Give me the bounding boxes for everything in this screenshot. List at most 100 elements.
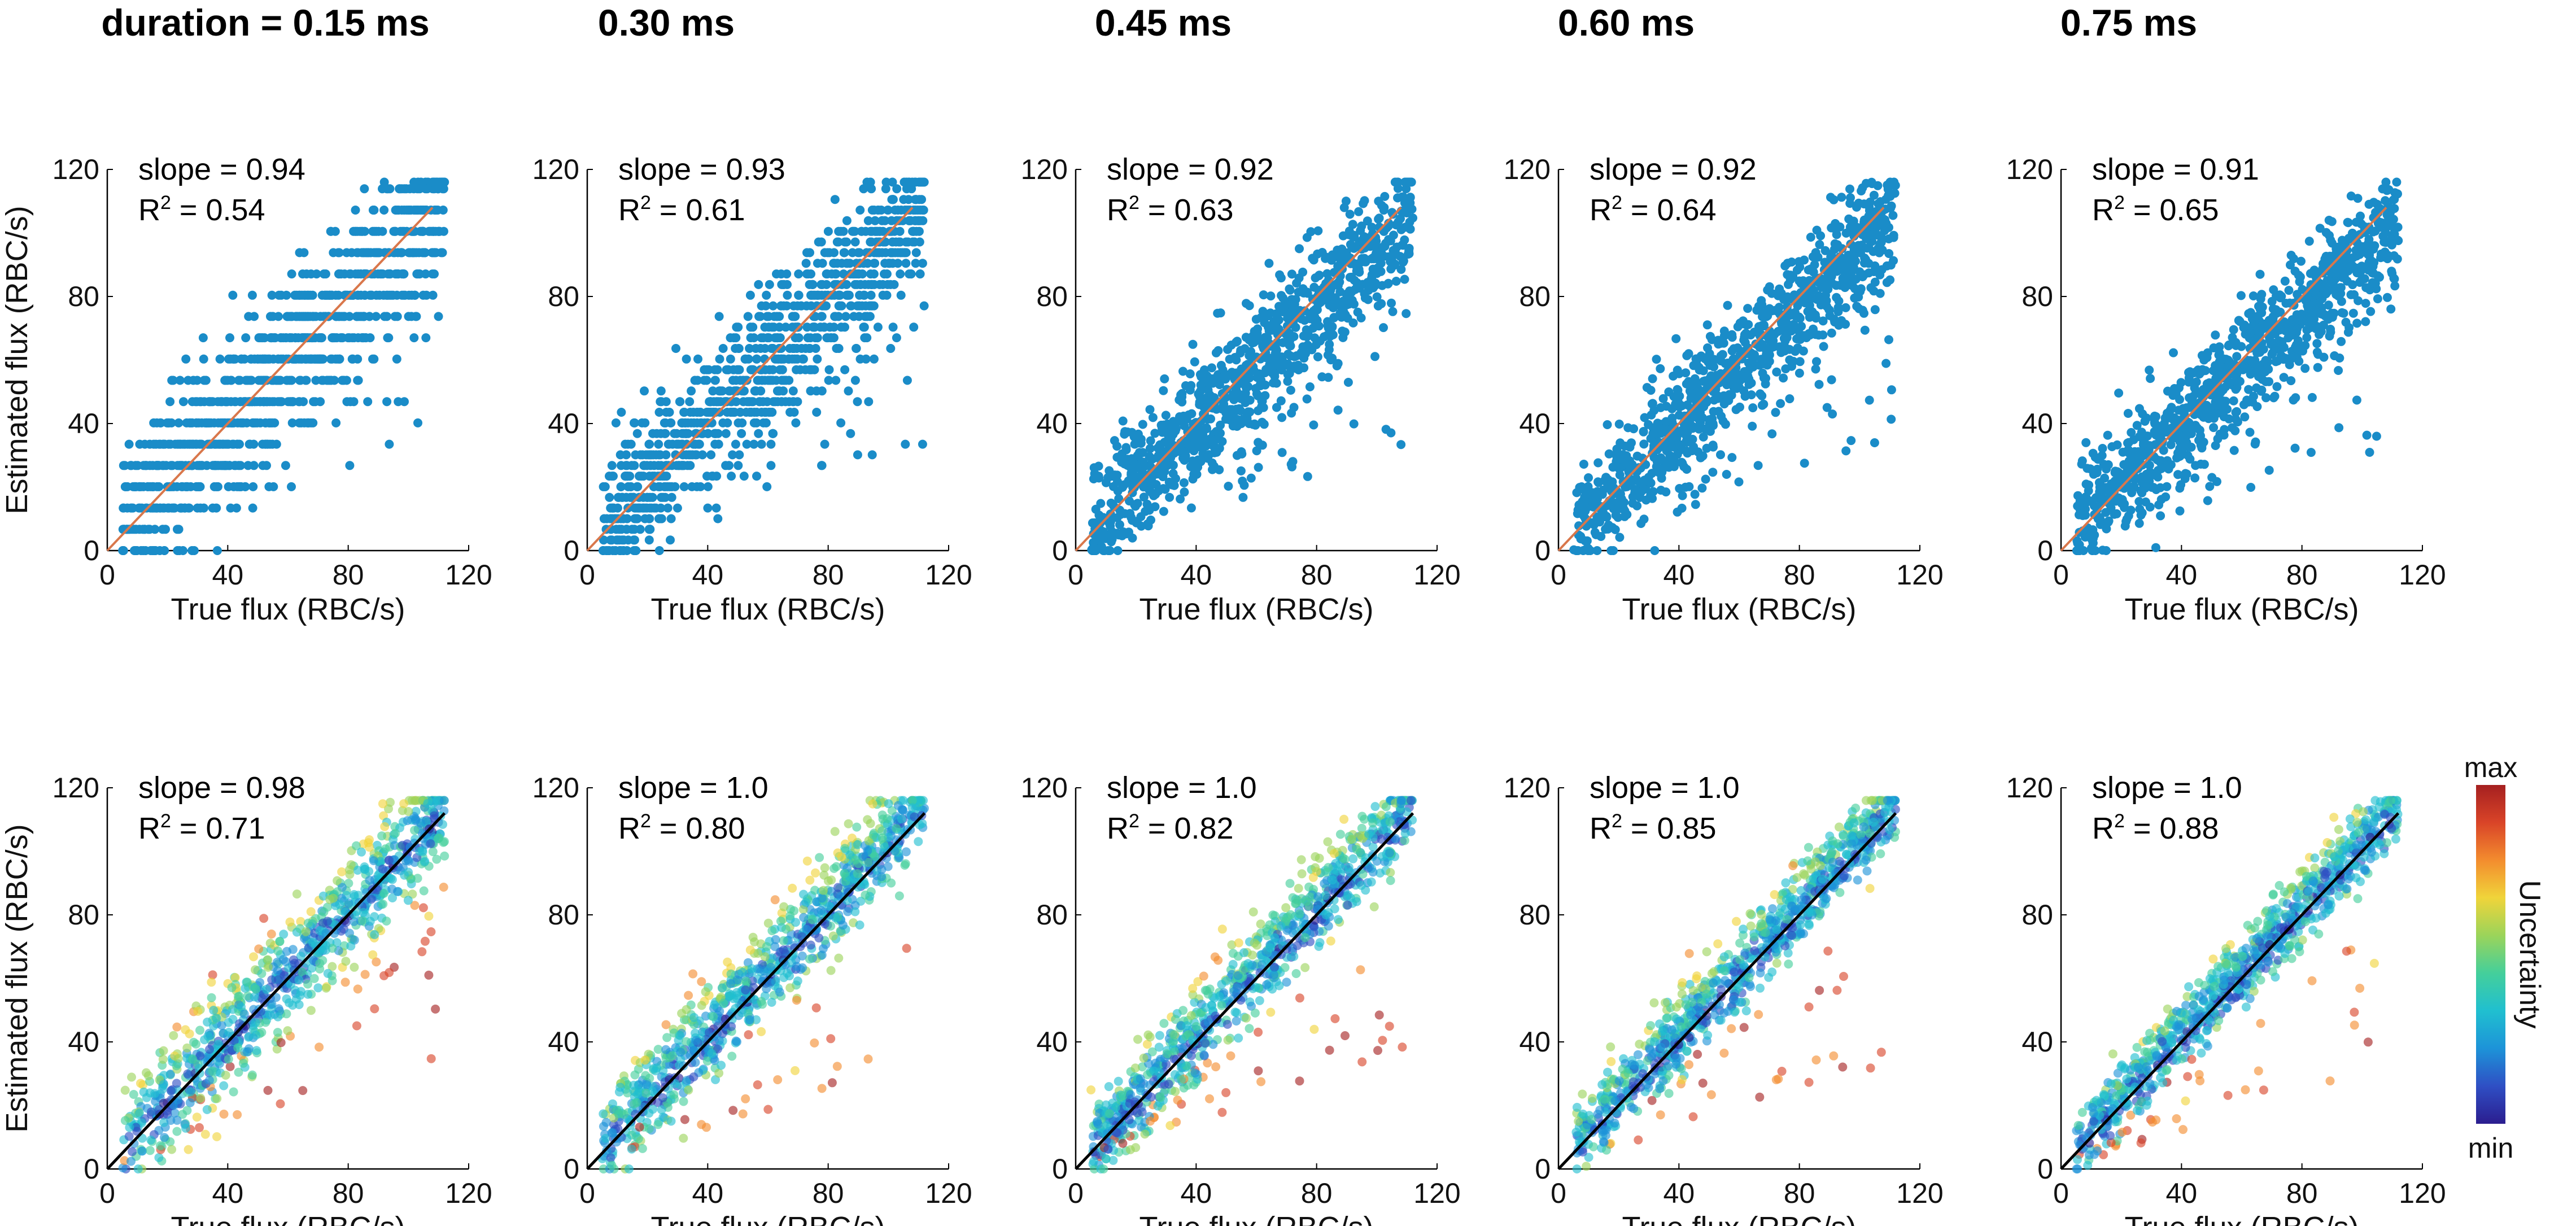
data-point (362, 248, 372, 258)
data-point (1841, 303, 1850, 312)
data-point (769, 429, 778, 438)
data-point (806, 386, 815, 396)
data-point (1795, 334, 1804, 344)
data-point (1759, 399, 1769, 409)
data-point (1806, 233, 1815, 242)
data-point (295, 376, 304, 385)
data-point (630, 514, 639, 523)
data-point (2209, 423, 2219, 433)
data-point (1300, 316, 1309, 325)
data-point (764, 333, 774, 343)
data-point (319, 269, 329, 279)
data-point (2151, 543, 2160, 552)
data-point (881, 184, 890, 194)
data-point (124, 439, 134, 449)
data-point (1233, 415, 1242, 424)
data-point (1390, 259, 1400, 269)
data-point (255, 397, 264, 407)
data-point (193, 376, 202, 385)
data-point (1333, 405, 1343, 415)
data-point (2236, 291, 2246, 300)
data-point (330, 226, 340, 236)
data-point (710, 439, 720, 449)
data-point (713, 514, 723, 523)
data-point (1260, 333, 1270, 342)
data-point (1311, 319, 1321, 328)
data-point (1889, 230, 1898, 240)
data-point (255, 354, 265, 364)
data-point (781, 322, 791, 332)
data-point (404, 206, 413, 215)
data-point (794, 269, 804, 279)
data-point (627, 525, 637, 534)
data-point (1199, 395, 1209, 404)
data-point (1887, 415, 1896, 424)
data-point (151, 546, 160, 555)
data-point (249, 461, 259, 470)
data-point (656, 386, 666, 396)
data-point (2190, 368, 2199, 377)
data-point (822, 280, 831, 289)
data-point (1285, 369, 1294, 378)
data-point (440, 177, 449, 187)
data-point (385, 439, 394, 449)
data-point (209, 482, 219, 491)
data-point (1254, 463, 1263, 472)
data-point (2246, 483, 2256, 492)
data-point (1656, 486, 1666, 495)
data-point (1272, 378, 1281, 388)
data-point (867, 184, 876, 194)
data-point (905, 216, 914, 225)
data-point (325, 290, 334, 300)
data-point (605, 492, 614, 502)
data-point (161, 461, 171, 470)
data-point (1776, 399, 1785, 408)
data-point (802, 248, 811, 258)
data-point (2242, 395, 2252, 405)
data-point (1360, 196, 1369, 206)
data-point (1817, 294, 1827, 304)
data-point (1786, 270, 1795, 280)
data-point (613, 492, 623, 502)
data-point (623, 535, 633, 545)
data-point (226, 376, 236, 385)
data-point (2321, 228, 2331, 237)
data-point (776, 301, 786, 311)
data-point (2334, 291, 2343, 301)
data-point (654, 546, 664, 555)
data-point (392, 269, 401, 279)
data-point (156, 418, 165, 427)
data-point (1232, 337, 1241, 347)
data-point (1267, 325, 1276, 335)
data-point (1774, 303, 1784, 312)
data-point (1242, 299, 1251, 308)
data-point (2302, 333, 2312, 342)
data-point (336, 269, 346, 279)
data-point (1819, 342, 1828, 351)
data-point (762, 482, 772, 491)
data-point (2304, 237, 2314, 246)
data-point (1338, 333, 1348, 342)
data-point (1348, 318, 1358, 328)
data-point (846, 429, 855, 438)
data-point (1658, 394, 1668, 403)
data-point (1211, 348, 1221, 357)
data-point (2166, 440, 2176, 450)
data-point (1210, 461, 1219, 471)
data-point (896, 269, 905, 279)
data-point (2253, 311, 2263, 321)
data-point (412, 312, 421, 321)
data-point (1286, 351, 1295, 361)
data-point (766, 461, 776, 470)
data-point (1277, 413, 1287, 422)
data-point (1300, 331, 1310, 341)
data-point (1369, 253, 1378, 262)
data-point (810, 322, 819, 332)
data-point (894, 237, 904, 247)
data-point (683, 429, 693, 438)
data-point (365, 333, 375, 343)
data-point (1360, 293, 1370, 303)
data-point (2389, 273, 2399, 283)
data-point (1267, 366, 1276, 375)
